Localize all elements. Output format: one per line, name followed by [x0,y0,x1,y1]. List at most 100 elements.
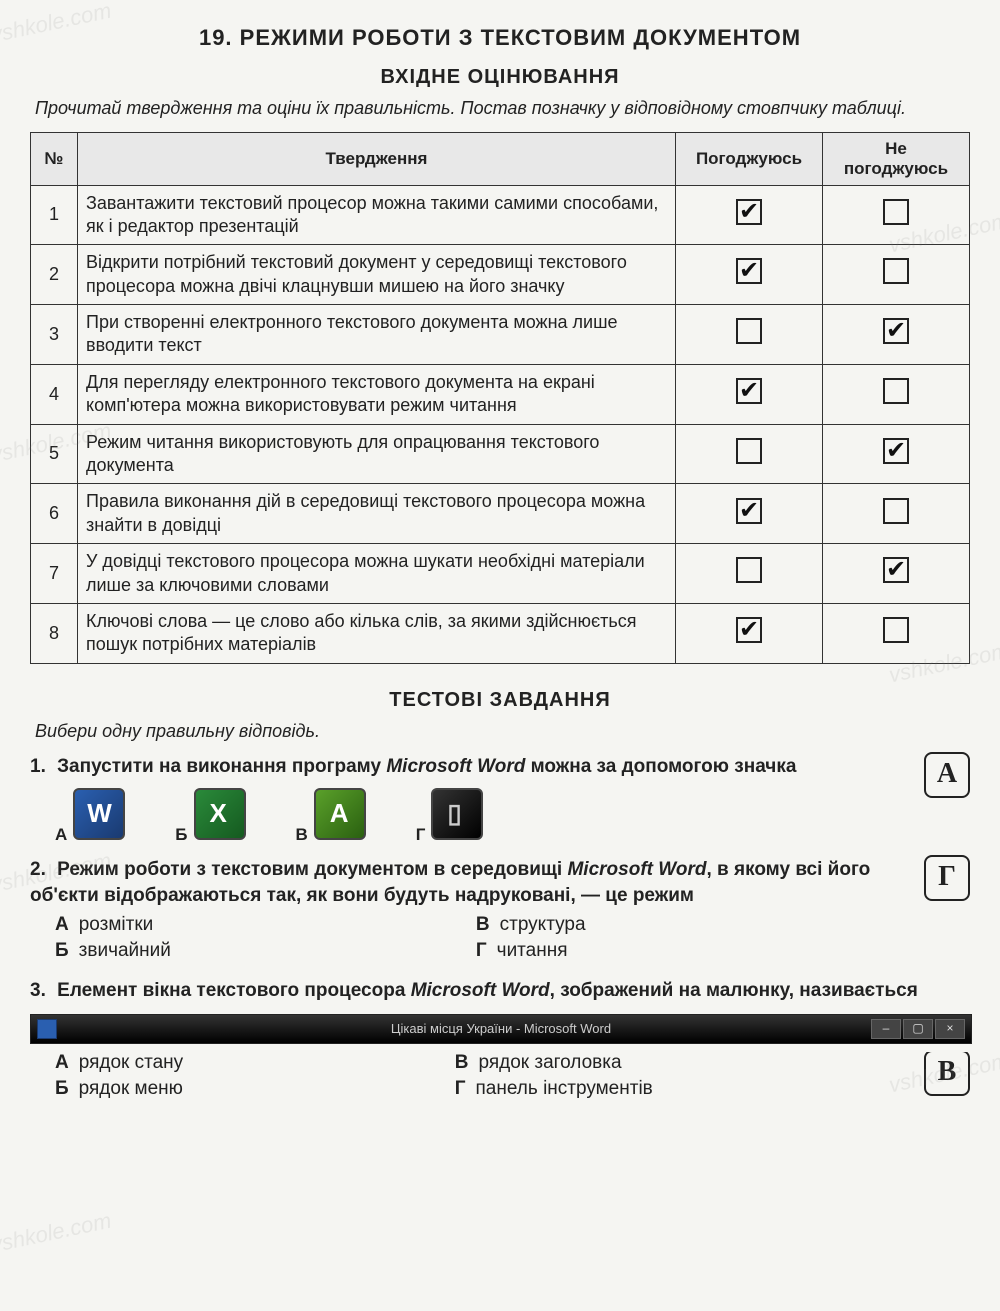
q1-label-d: Г [416,825,426,844]
word-icon [73,788,125,840]
q3-options: Арядок стану Врядок заголовка Брядок мен… [55,1052,924,1104]
q3-label-c: В [455,1052,469,1073]
q2-opt-c: структура [500,914,586,935]
row-num: 5 [31,424,78,484]
checkbox-icon[interactable] [883,258,909,284]
word-window-icon [37,1019,57,1039]
agree-cell[interactable] [676,484,823,544]
agree-cell[interactable] [676,544,823,604]
answer-box-3: В [924,1052,970,1096]
disagree-cell[interactable] [823,484,970,544]
checkbox-icon[interactable] [883,318,909,344]
q3-label-b: Б [55,1078,69,1099]
row-text: Правила виконання дій в середовищі текст… [78,484,676,544]
q3-num: 3. [30,980,46,1001]
checkbox-icon[interactable] [736,438,762,464]
q1-label-b: Б [175,825,187,844]
checkbox-icon[interactable] [883,438,909,464]
row-text: При створенні електронного текстового до… [78,305,676,365]
table-row: 2Відкрити потрібний текстовий документ у… [31,245,970,305]
table-row: 3При створенні електронного текстового д… [31,305,970,365]
table-row: 7У довідці текстового процесора можна шу… [31,544,970,604]
checkbox-icon[interactable] [883,557,909,583]
q3-opt-d: панель інструментів [476,1078,653,1099]
disagree-cell[interactable] [823,185,970,245]
th-disagree: Не погоджуюсь [823,132,970,185]
maximize-icon: ▢ [903,1019,933,1039]
q1-text-tail: можна за допомогою значка [525,756,796,777]
q1-label-c: В [296,825,308,844]
disagree-cell[interactable] [823,245,970,305]
agree-cell[interactable] [676,603,823,663]
table-row: 1Завантажити текстовий процесор можна та… [31,185,970,245]
checkbox-icon[interactable] [736,557,762,583]
disagree-cell[interactable] [823,544,970,604]
checkbox-icon[interactable] [736,258,762,284]
disagree-cell[interactable] [823,424,970,484]
q3-text-ital: Microsoft Word [411,980,550,1001]
row-text: Для перегляду електронного текстового до… [78,364,676,424]
checkbox-icon[interactable] [883,378,909,404]
instruction-2: Вибери одну правильну відповідь. [35,720,970,743]
titlebar-image: Цікаві місця України - Microsoft Word – … [30,1014,972,1044]
checkbox-icon[interactable] [883,617,909,643]
q2-text-ital: Microsoft Word [567,859,706,880]
row-text: Відкрити потрібний текстовий документ у … [78,245,676,305]
disagree-cell[interactable] [823,364,970,424]
checkbox-icon[interactable] [736,617,762,643]
row-text: У довідці текстового процесора можна шук… [78,544,676,604]
q3-text-b: , зображений на малюнку, називається [550,980,918,1001]
checkbox-icon[interactable] [883,498,909,524]
access-icon [314,788,366,840]
agree-cell[interactable] [676,424,823,484]
q2-label-d: Г [476,940,487,961]
row-num: 8 [31,603,78,663]
th-agree: Погоджуюсь [676,132,823,185]
section2-heading: ТЕСТОВІ ЗАВДАННЯ [30,689,970,712]
checkbox-icon[interactable] [736,498,762,524]
q2-options: Арозмітки Вструктура Бзвичайний Гчитання [55,914,970,966]
row-num: 2 [31,245,78,305]
disagree-cell[interactable] [823,305,970,365]
row-num: 1 [31,185,78,245]
q1-label-a: А [55,825,67,844]
question-3: 3. Елемент вікна текстового процесора Mi… [30,978,970,1004]
answer-box-2: Г [924,855,970,901]
th-num: № [31,132,78,185]
q2-text-a: Режим роботи з текстовим документом в се… [57,859,567,880]
row-num: 4 [31,364,78,424]
agree-cell[interactable] [676,364,823,424]
q1-text-a: Запустити на виконання програму [57,756,386,777]
q2-label-a: А [55,914,69,935]
q2-label-c: В [476,914,490,935]
agree-cell[interactable] [676,245,823,305]
checkbox-icon[interactable] [883,199,909,225]
table-row: 6Правила виконання дій в середовищі текс… [31,484,970,544]
disagree-cell[interactable] [823,603,970,663]
answer-box-1: А [924,752,970,798]
row-text: Завантажити текстовий процесор можна так… [78,185,676,245]
q2-num: 2. [30,859,46,880]
q2-opt-b: звичайний [79,940,171,961]
titlebar-text: Цікаві місця України - Microsoft Word [391,1021,611,1036]
checkbox-icon[interactable] [736,378,762,404]
row-num: 7 [31,544,78,604]
checkbox-icon[interactable] [736,199,762,225]
th-statement: Твердження [78,132,676,185]
q1-num: 1. [30,756,46,777]
table-row: 4Для перегляду електронного текстового д… [31,364,970,424]
row-text: Режим читання використовують для опрацюв… [78,424,676,484]
q3-text-a: Елемент вікна текстового процесора [57,980,411,1001]
table-row: 5Режим читання використовують для опрацю… [31,424,970,484]
checkbox-icon[interactable] [736,318,762,344]
agree-cell[interactable] [676,305,823,365]
table-row: 8Ключові слова — це слово або кілька слі… [31,603,970,663]
assessment-table: № Твердження Погоджуюсь Не погоджуюсь 1З… [30,132,970,664]
q1-text-ital: Microsoft Word [386,756,525,777]
minimize-icon: – [871,1019,901,1039]
agree-cell[interactable] [676,185,823,245]
q2-opt-d: читання [497,940,568,961]
q2-opt-a: розмітки [79,914,154,935]
section1-heading: ВХІДНЕ ОЦІНЮВАННЯ [30,66,970,89]
close-icon: × [935,1019,965,1039]
